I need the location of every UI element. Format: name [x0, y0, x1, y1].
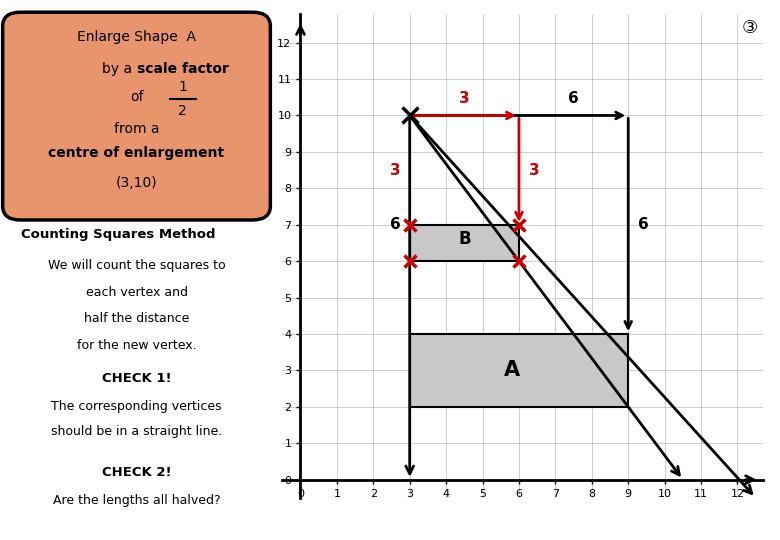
- Text: 3: 3: [390, 163, 401, 178]
- Text: CHECK 1!: CHECK 1!: [101, 372, 172, 384]
- Text: Are the lengths all halved?: Are the lengths all halved?: [53, 494, 220, 507]
- Polygon shape: [410, 334, 628, 407]
- Text: B: B: [458, 230, 470, 248]
- Text: 2: 2: [179, 104, 187, 118]
- Text: 3: 3: [529, 163, 540, 178]
- Text: (3,10): (3,10): [115, 176, 158, 190]
- Text: half the distance: half the distance: [83, 312, 190, 325]
- Text: 6: 6: [568, 91, 579, 106]
- Text: ③: ③: [741, 19, 757, 37]
- Text: Counting Squares Method: Counting Squares Method: [21, 228, 215, 241]
- Text: for the new vertex.: for the new vertex.: [76, 339, 197, 352]
- Text: each vertex and: each vertex and: [86, 286, 187, 299]
- Text: 6: 6: [390, 217, 401, 232]
- Text: from a: from a: [114, 122, 159, 136]
- Text: should be in a straight line.: should be in a straight line.: [51, 425, 222, 438]
- Text: scale factor: scale factor: [136, 62, 229, 76]
- Text: of: of: [129, 90, 144, 104]
- Text: CHECK 2!: CHECK 2!: [101, 465, 172, 478]
- Text: 6: 6: [638, 217, 649, 232]
- Text: by a: by a: [102, 62, 136, 76]
- Text: centre of enlargement: centre of enlargement: [48, 146, 225, 160]
- Text: Enlarge Shape  A: Enlarge Shape A: [77, 30, 196, 44]
- FancyBboxPatch shape: [2, 12, 271, 220]
- Text: The corresponding vertices: The corresponding vertices: [51, 400, 222, 413]
- Text: A: A: [504, 360, 519, 380]
- Polygon shape: [410, 225, 519, 261]
- Text: 3: 3: [459, 91, 470, 106]
- Text: 1: 1: [179, 80, 187, 94]
- Text: We will count the squares to: We will count the squares to: [48, 259, 225, 272]
